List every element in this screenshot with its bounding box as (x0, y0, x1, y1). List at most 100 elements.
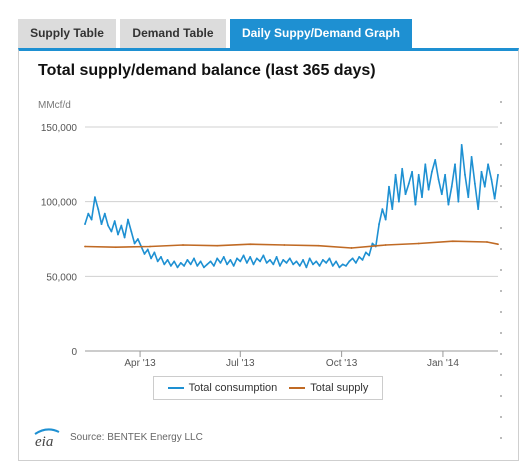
legend-label-consumption: Total consumption (188, 382, 278, 394)
data-point (368, 254, 371, 257)
data-point (97, 208, 100, 211)
data-point (179, 261, 182, 264)
data-point (295, 260, 298, 263)
data-point (470, 155, 473, 158)
data-point (401, 167, 404, 170)
data-point (239, 260, 242, 263)
data-point (421, 196, 423, 199)
source-note: Source: BENTEK Energy LLC (70, 431, 203, 443)
data-point (285, 261, 288, 264)
data-point (371, 242, 374, 245)
data-point (229, 259, 232, 261)
data-point (312, 263, 314, 266)
data-point (216, 257, 219, 260)
x-tick-label: Oct '13 (326, 358, 358, 369)
tab-demand-table[interactable]: Demand Table (120, 19, 226, 48)
right-edge-ticks (500, 101, 502, 439)
data-point (497, 243, 499, 246)
data-point (358, 256, 361, 258)
chart-panel (18, 48, 519, 461)
data-point (84, 223, 86, 225)
data-point (117, 233, 119, 236)
data-point (196, 264, 199, 267)
data-point (490, 178, 493, 181)
data-point (249, 243, 252, 246)
data-point (440, 193, 443, 196)
tab-daily-supply-demand-graph[interactable]: Daily Suppy/Demand Graph (230, 19, 412, 48)
data-point (87, 212, 90, 215)
data-point (345, 264, 347, 267)
data-point (328, 257, 331, 260)
data-point (163, 263, 166, 266)
data-point (351, 257, 354, 260)
data-point (444, 173, 447, 176)
data-point (166, 259, 169, 261)
data-point (160, 256, 162, 258)
series-line-supply (84, 240, 499, 249)
tab-supply-table[interactable]: Supply Table (18, 19, 116, 48)
data-point (107, 224, 110, 227)
legend-item-supply[interactable]: Total supply (289, 382, 368, 394)
data-point (437, 178, 440, 181)
data-point (252, 263, 255, 266)
data-point (454, 163, 456, 166)
data-point (236, 257, 238, 260)
data-point (350, 247, 353, 249)
y-tick-label: 50,000 (46, 272, 77, 283)
data-point (335, 260, 338, 263)
data-point (269, 259, 271, 261)
data-point (308, 257, 311, 260)
data-point (404, 193, 407, 196)
data-point (341, 263, 344, 266)
data-point (321, 259, 324, 261)
data-point (123, 236, 126, 239)
legend-swatch-supply (289, 387, 306, 389)
data-point (292, 263, 295, 266)
data-point (317, 244, 320, 247)
x-axis-ticks: Apr '13 Jul '13 Oct '13 Jan '14 (124, 351, 459, 369)
data-point (84, 245, 86, 248)
data-point (417, 242, 420, 245)
legend-swatch-consumption (167, 387, 184, 389)
data-point (460, 144, 463, 146)
data-point (216, 244, 219, 247)
data-point (133, 242, 136, 245)
data-point (255, 257, 258, 260)
data-point (457, 200, 460, 203)
data-point (305, 266, 308, 269)
data-point (411, 170, 413, 173)
legend-label-supply: Total supply (310, 382, 369, 394)
data-point (156, 260, 159, 263)
legend-item-consumption[interactable]: Total consumption (167, 382, 278, 394)
data-point (473, 182, 476, 185)
data-point (493, 197, 496, 200)
data-point (394, 173, 397, 176)
data-point (378, 223, 380, 225)
data-point (153, 251, 156, 254)
data-point (355, 261, 357, 264)
data-point (245, 261, 248, 264)
data-point (325, 261, 328, 264)
x-tick-label: Jan '14 (427, 358, 459, 369)
data-point (497, 173, 499, 176)
data-point (193, 257, 195, 260)
data-point (103, 212, 106, 215)
data-point (222, 256, 225, 258)
data-point (434, 158, 437, 161)
data-point (467, 196, 470, 199)
data-point (361, 259, 364, 261)
chart-title: Total supply/demand balance (last 365 da… (38, 62, 376, 79)
data-point (315, 260, 318, 263)
x-tick-label: Apr '13 (124, 358, 156, 369)
data-point (176, 266, 179, 269)
data-point (391, 208, 394, 211)
data-point (206, 263, 209, 266)
data-point (384, 244, 387, 246)
data-point (219, 261, 222, 264)
data-point (338, 266, 341, 269)
data-point (381, 208, 384, 211)
data-point (262, 254, 265, 257)
data-point (487, 163, 489, 166)
data-point (242, 254, 245, 257)
data-point (209, 260, 212, 263)
